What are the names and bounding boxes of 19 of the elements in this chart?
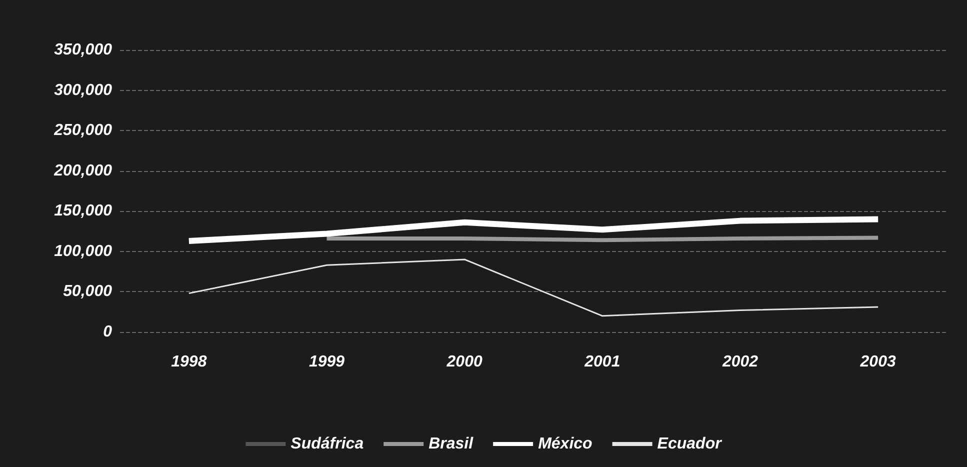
legend-label: Brasil [428,436,474,452]
y-tick-label: 200,000 [53,162,112,180]
y-tick-label: 100,000 [54,242,112,260]
y-tick-label: 300,000 [54,82,112,99]
line-series [188,258,879,317]
x-tick-label: 1999 [308,354,345,370]
y-tick-label: 250,000 [53,122,112,140]
x-tick-label: 2001 [584,354,620,370]
x-tick-label: 2000 [446,354,482,370]
x-tick-label: 1998 [171,354,207,370]
y-tick-label: 50,000 [63,283,112,300]
y-tick-label: 150,000 [54,202,112,220]
legend-label: Ecuador [657,436,722,452]
legend-label: México [538,436,593,452]
x-tick-label: 2002 [721,354,758,370]
legend-label: Sudáfrica [290,436,364,452]
y-tick-label: 0 [103,324,112,340]
y-tick-label: 350,000 [54,42,112,58]
x-tick-label: 2003 [859,354,896,370]
